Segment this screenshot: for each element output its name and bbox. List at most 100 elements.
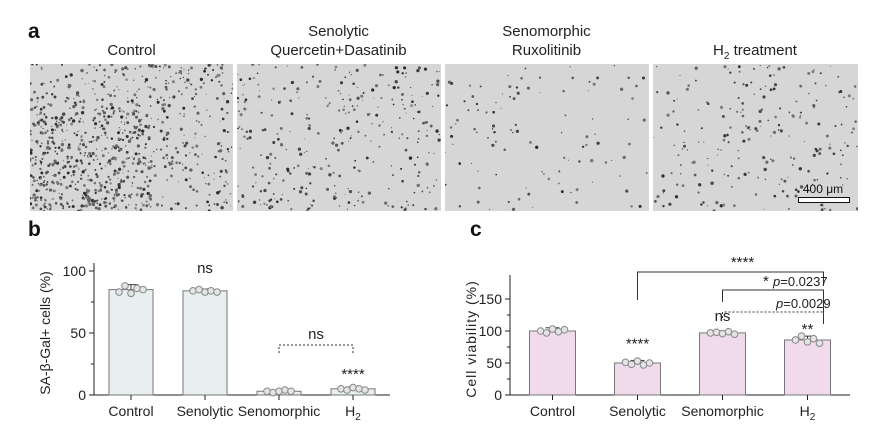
cell-dot [778,183,781,186]
cell-dot [42,82,44,84]
cell-dot [679,74,681,76]
cell-dot [360,195,363,198]
cell-dot [619,175,621,177]
cell-dot [184,166,188,170]
cell-dot [166,157,168,160]
cell-dot [156,100,160,104]
cell-dot [66,124,68,126]
cell-dot [137,159,141,163]
cell-dot [373,97,375,99]
cell-dot [114,144,119,148]
cell-dot [257,83,260,86]
cell-dot [723,134,727,138]
cell-dot [61,128,64,131]
cell-dot [87,151,92,156]
cell-dot [334,68,337,71]
cell-dot [364,134,367,137]
panel-a-letter: a [28,20,40,43]
cell-dot [93,80,96,83]
cell-dot [286,65,288,67]
cell-dot [53,85,56,88]
cell-dot [274,157,277,159]
title-senolytic-line1: Senolytic [308,23,369,40]
cell-dot [243,135,246,138]
cell-dot [31,164,34,167]
cell-dot [417,66,421,70]
cell-dot [60,142,65,147]
cell-dot [821,203,823,206]
cell-dot [172,95,176,99]
cell-dot [172,163,174,165]
cell-dot [87,162,91,166]
cell-dot [449,126,453,129]
cell-dot [390,130,394,134]
cell-dot [39,177,42,180]
cell-dot [62,159,64,162]
cell-dot [58,192,60,194]
cell-dot [655,65,658,68]
cell-dot [161,196,164,198]
cell-dot [630,205,633,208]
comparison-bracket [722,311,824,318]
cell-dot [96,158,99,160]
cell-dot [34,198,37,202]
cell-dot [119,180,123,184]
cell-dot [30,157,32,161]
cell-dot [220,145,223,147]
data-point [627,360,636,369]
cell-dot [478,186,481,190]
cell-dot [77,147,81,151]
cell-dot [101,109,104,112]
cell-dot [726,133,729,137]
cell-dot [154,76,157,79]
cell-dot [119,148,122,151]
cell-dot [631,97,634,100]
cell-dot [83,184,86,187]
cell-dot [764,85,767,88]
cell-dot [693,173,697,177]
cell-dot [44,202,46,205]
cell-dot [811,183,814,185]
cell-dot [138,88,140,91]
cell-dot [149,205,152,208]
cell-dot [103,68,106,72]
cell-dot [269,162,272,165]
cell-dot [114,188,119,192]
cell-dot [476,200,480,204]
cell-dot [95,139,98,142]
cell-dot [238,126,241,128]
cell-dot [89,178,93,182]
cell-dot [587,90,589,92]
cell-dot [90,140,93,143]
cell-dot [43,113,46,116]
cell-dot [112,157,116,160]
cell-dot [721,114,725,118]
cell-dot [35,189,39,193]
cell-dot [231,87,233,91]
cell-dot [175,161,179,165]
cell-dot [410,104,413,107]
cell-dot [184,178,188,182]
cell-dot [547,177,551,181]
cell-dot [375,113,379,117]
cell-dot [794,100,797,102]
cell-dot [181,141,185,144]
cell-dot [70,175,73,177]
cell-dot [672,110,675,113]
cell-dot [575,201,579,204]
cell-dot [745,125,747,127]
cell-dot [117,167,122,171]
cell-dot [221,72,224,74]
cell-dot [824,84,827,87]
cell-dot [226,111,229,115]
cell-dot [289,99,293,103]
cell-dot [209,64,212,67]
cell-dot [429,124,433,128]
cell-dot [227,151,230,153]
cell-dot [165,134,168,136]
title-senolytic: Senolytic Quercetin+Dasatinib [236,22,441,60]
cell-dot [305,117,309,120]
cell-dot [102,127,106,131]
cell-dot [719,105,724,109]
cell-dot [311,165,313,167]
